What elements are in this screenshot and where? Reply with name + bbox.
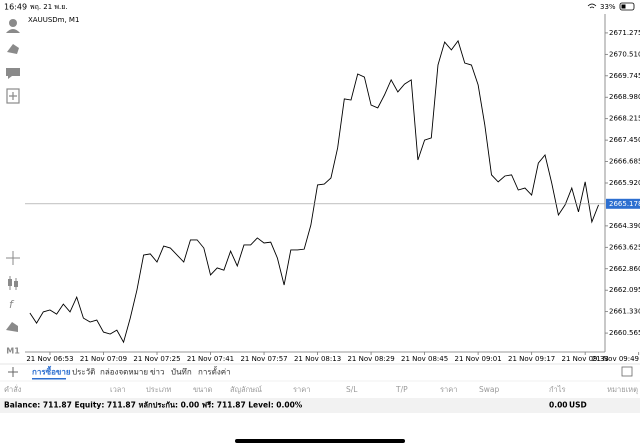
tab-underline (32, 378, 66, 380)
x-tick-label: 21 Nov 09:33 (562, 355, 609, 363)
tab[interactable]: ข่าว (150, 368, 164, 377)
profit: 0.00 (549, 401, 568, 410)
x-tick-label: 21 Nov 09:01 (455, 355, 502, 363)
home-indicator (235, 439, 405, 443)
x-tick-label: 21 Nov 07:57 (240, 355, 287, 363)
x-tick-label: 21 Nov 07:09 (80, 355, 127, 363)
column-header: T/P (395, 385, 408, 394)
x-tick-label: 21 Nov 09:17 (508, 355, 555, 363)
new-order-icon[interactable] (6, 88, 20, 104)
y-tick-label: 2667.450 (609, 136, 640, 144)
y-tick-label: 2662.860 (609, 265, 640, 273)
x-tick-label: 21 Nov 09:49 (592, 355, 639, 363)
function-icon[interactable]: f (9, 298, 15, 311)
trade-icon[interactable] (7, 44, 19, 54)
y-tick-label: 2664.390 (609, 222, 640, 230)
wifi-icon (587, 3, 597, 9)
x-tick-label: 21 Nov 08:13 (294, 355, 341, 363)
column-header: สัญลักษณ์ (230, 385, 262, 394)
column-header: คำสั่ง (4, 384, 22, 394)
indicator-candle (14, 281, 18, 287)
current-price-label: 2665.178 (609, 200, 640, 208)
battery-level (621, 4, 626, 9)
column-header: ขนาด (193, 385, 212, 394)
y-tick-label: 2662.095 (609, 286, 640, 294)
column-header: หมายเหตุ (607, 385, 638, 394)
chat-icon[interactable] (6, 68, 20, 79)
account-icon[interactable] (9, 19, 17, 27)
chart: 2660.565 2661.330 2662.095 2662.860 2663.625… (25, 29, 640, 363)
symbol-label: XAUUSDm, M1 (28, 16, 79, 24)
y-tick-label: 2660.565 (609, 329, 640, 337)
column-headers: คำสั่ง เวลา ประเภท ขนาด สัญลักษณ์ ราคา S/L T/P ร… (4, 384, 638, 394)
y-tick-label: 2668.980 (609, 93, 640, 101)
column-header: ประเภท (146, 385, 171, 394)
x-tick-label: 21 Nov 08:29 (347, 355, 394, 363)
y-tick-label: 2669.745 (609, 72, 640, 80)
y-tick-label: 2668.215 (609, 115, 640, 123)
tab[interactable]: บันทึก (171, 368, 192, 377)
status-date: พฤ. 21 พ.ย. (30, 3, 68, 11)
panel-toggle[interactable] (621, 366, 633, 377)
x-tick-label: 21 Nov 08:45 (401, 355, 448, 363)
tab[interactable]: การตั้งค่า (198, 366, 231, 377)
crosshair-icon[interactable] (6, 251, 20, 265)
objects-icon[interactable] (6, 322, 18, 332)
battery-icon (619, 2, 635, 11)
y-tick-label: 2666.685 (609, 158, 640, 166)
x-tick-label: 21 Nov 06:53 (26, 355, 73, 363)
new-order-plus (9, 92, 17, 100)
tab-bar: การซื้อขาย ประวัติ กล่องจดหมาย ข่าว บันทึก กา… (32, 366, 231, 380)
y-tick-label: 2670.510 (609, 50, 640, 58)
account-icon-body (6, 29, 20, 33)
add-button[interactable] (8, 367, 18, 377)
status-time: 16:49 (4, 3, 27, 12)
y-tick-label: 2663.625 (609, 243, 640, 251)
current-price-box (606, 198, 640, 209)
column-header: S/L (346, 385, 358, 394)
column-header: Swap (479, 385, 499, 394)
column-header: ราคา (440, 385, 457, 394)
tab[interactable]: การซื้อขาย (32, 366, 71, 377)
indicator-candle (8, 279, 12, 286)
account-summary: Balance: 711.87 Equity: 711.87 หลักประกั… (4, 401, 303, 410)
y-tick-label: 2665.920 (609, 179, 640, 187)
battery-text: 33% (600, 3, 616, 11)
y-tick-label: 2661.330 (609, 308, 640, 316)
tab[interactable]: ประวัติ (72, 368, 95, 377)
column-header: ราคา (293, 385, 310, 394)
price-line (29, 39, 599, 344)
column-header: เวลา (110, 385, 126, 394)
currency: USD (569, 401, 587, 410)
left-toolbar: f M1 (6, 19, 20, 356)
column-header: กำไร (549, 385, 566, 394)
tab[interactable]: กล่องจดหมาย (100, 368, 148, 377)
x-tick-label: 21 Nov 07:25 (133, 355, 180, 363)
x-tick-label: 21 Nov 07:41 (187, 355, 234, 363)
y-tick-label: 2671.275 (609, 29, 640, 37)
balance-row (0, 398, 640, 413)
timeframe-button[interactable]: M1 (6, 347, 20, 356)
